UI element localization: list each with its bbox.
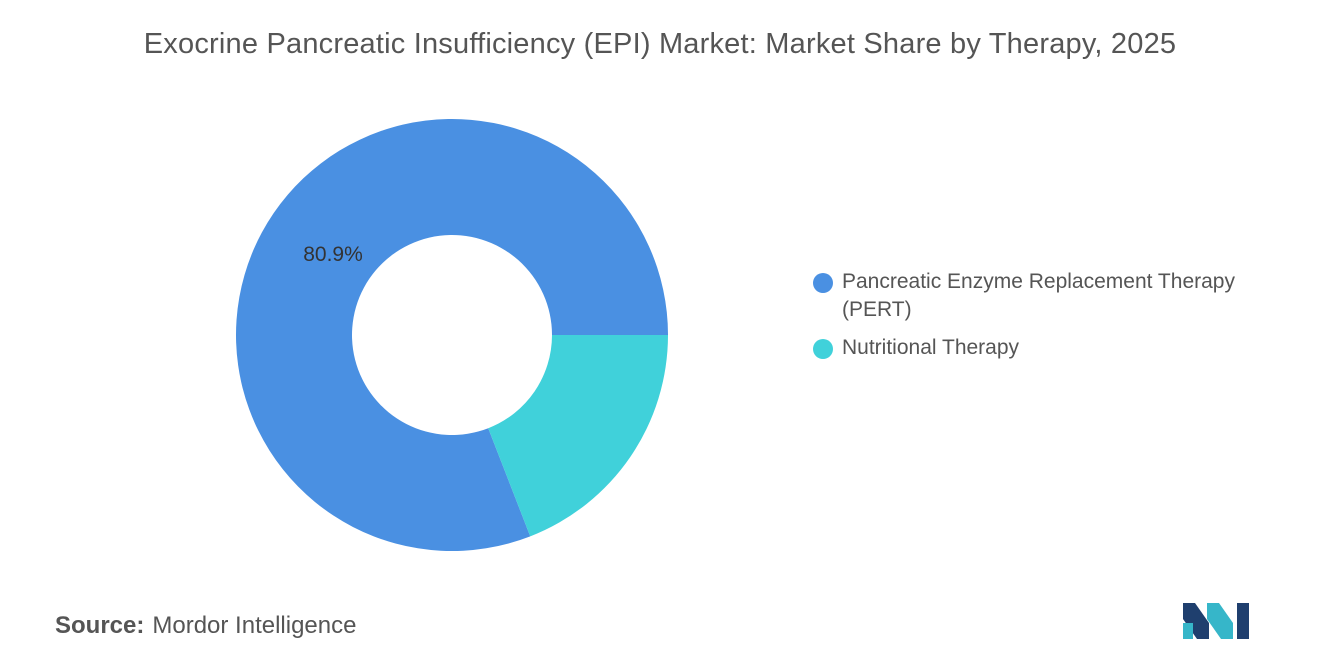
mordor-intelligence-logo-icon — [1183, 603, 1249, 639]
data-label-pert: 80.9% — [303, 243, 363, 266]
legend-item-nutritional: Nutritional Therapy — [813, 334, 1283, 362]
chart-legend: Pancreatic Enzyme Replacement Therapy (P… — [813, 268, 1283, 372]
donut-slice-nutritional — [488, 335, 668, 537]
source-key: Source: — [55, 612, 145, 639]
legend-label-pert: Pancreatic Enzyme Replacement Therapy (P… — [842, 270, 1235, 321]
legend-swatch-nutritional — [813, 339, 833, 359]
source-value: Mordor Intelligence — [152, 612, 357, 639]
donut-slice-pert — [236, 118, 668, 551]
legend-label-nutritional: Nutritional Therapy — [842, 336, 1020, 359]
source-note: Source: Mordor Intelligence — [55, 612, 356, 640]
legend-item-pert: Pancreatic Enzyme Replacement Therapy (P… — [813, 268, 1283, 324]
chart-title: Exocrine Pancreatic Insufficiency (EPI) … — [143, 28, 1177, 60]
legend-swatch-pert — [813, 273, 833, 293]
